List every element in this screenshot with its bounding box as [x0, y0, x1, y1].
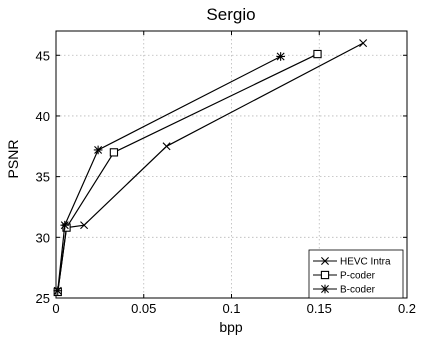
legend-entry-p-coder: P-coder: [313, 271, 376, 282]
x-tick-label: 0.15: [307, 301, 332, 316]
legend-marker-p-coder: [320, 270, 330, 280]
series-line-b-coder: [57, 55, 281, 291]
legend: HEVC Intra P-coder B-coder: [308, 249, 404, 299]
data-point-b-coder: [93, 145, 103, 155]
data-point-hevc-intra: [359, 39, 368, 48]
x-tick-label: 0.2: [398, 301, 416, 316]
legend-marker-hevc-intra: [321, 257, 329, 265]
legend-label-b-coder: B-coder: [340, 285, 376, 296]
data-point-b-coder: [53, 286, 63, 296]
chart-title: Sergio: [206, 5, 255, 24]
legend-label-hevc-intra: HEVC Intra: [340, 257, 391, 268]
data-point-b-coder: [60, 220, 70, 230]
legend-label-p-coder: P-coder: [340, 271, 376, 282]
data-point-p-coder: [313, 49, 322, 59]
data-point-hevc-intra: [162, 142, 171, 151]
x-tick-label: 0.05: [131, 301, 156, 316]
y-tick-label: 30: [36, 230, 50, 245]
legend-entry-hevc-intra: HEVC Intra: [313, 257, 391, 268]
x-tick-label: 0: [52, 301, 59, 316]
legend-marker-b-coder: [320, 284, 330, 294]
axis-ticks: 0 0.05 0.1 0.15 0.2 25 30 35 40 45: [36, 31, 416, 316]
x-tick-label: 0.1: [222, 301, 240, 316]
y-axis-label: PSNR: [5, 140, 21, 179]
data-point-hevc-intra: [80, 221, 89, 230]
legend-entry-b-coder: B-coder: [313, 285, 376, 296]
y-tick-label: 45: [36, 48, 50, 63]
y-tick-label: 40: [36, 109, 50, 124]
data-point-p-coder: [109, 148, 119, 157]
data-point-b-coder: [276, 52, 285, 61]
series-layer: [53, 39, 368, 297]
x-axis-label: bpp: [219, 319, 243, 335]
series-line-p-coder: [57, 53, 318, 293]
y-tick-label: 25: [36, 291, 50, 306]
y-tick-label: 35: [36, 170, 50, 185]
